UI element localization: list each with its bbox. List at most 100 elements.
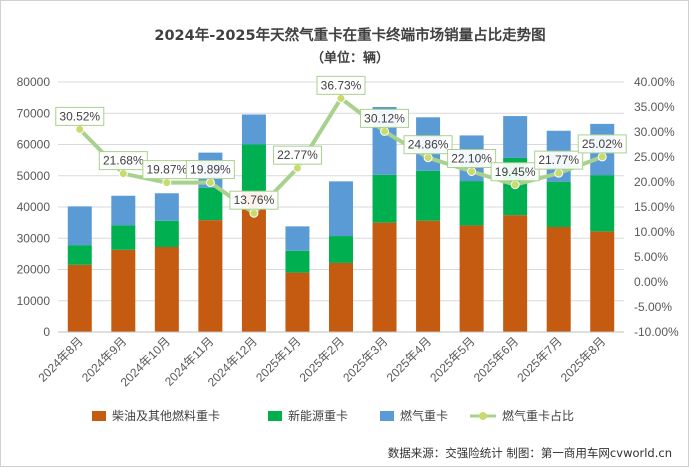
bar-segment bbox=[198, 187, 223, 221]
y-right-tick-label: 15.00% bbox=[634, 200, 675, 214]
data-label-box bbox=[55, 106, 105, 126]
y-right-tick-label: 10.00% bbox=[634, 225, 675, 239]
y-left-tick-label: 30000 bbox=[17, 231, 51, 245]
x-tick-label: 2024年8月 bbox=[35, 334, 85, 384]
y-left-tick-label: 10000 bbox=[17, 294, 51, 308]
share-point bbox=[423, 153, 433, 163]
y-left-tick-label: 0 bbox=[43, 325, 50, 339]
bar-segment bbox=[372, 222, 397, 332]
share-point bbox=[597, 152, 607, 162]
x-tick-label: 2025年6月 bbox=[471, 334, 521, 384]
bars bbox=[67, 107, 615, 332]
y-right-tick-label: 40.00% bbox=[634, 75, 675, 89]
y-right-tick-label: 0.00% bbox=[634, 275, 668, 289]
bar-segment bbox=[546, 181, 571, 227]
legend: 柴油及其他燃料重卡 新能源重卡 燃气重卡 燃气重卡占比 bbox=[92, 408, 574, 423]
share-point bbox=[292, 163, 302, 173]
legend-swatch bbox=[268, 411, 282, 421]
bar-segment bbox=[546, 227, 571, 332]
data-label-box bbox=[316, 75, 366, 95]
data-label: 19.45% bbox=[495, 165, 536, 179]
data-label: 36.73% bbox=[321, 78, 362, 92]
share-point bbox=[510, 180, 520, 190]
bar-segment bbox=[285, 250, 310, 273]
data-label: 13.76% bbox=[234, 193, 275, 207]
bar-segment bbox=[329, 181, 353, 237]
share-point bbox=[336, 93, 346, 103]
data-label-box bbox=[447, 149, 497, 168]
legend-label: 柴油及其他燃料重卡 bbox=[112, 408, 220, 423]
data-label: 25.02% bbox=[582, 137, 623, 151]
y-left-tick-label: 80000 bbox=[17, 75, 51, 89]
data-label: 30.12% bbox=[364, 111, 405, 125]
share-point bbox=[554, 168, 564, 178]
bar-segment bbox=[154, 220, 179, 247]
bar-segment bbox=[329, 262, 353, 332]
share-point bbox=[249, 208, 259, 218]
x-tick-label: 2025年1月 bbox=[253, 334, 303, 384]
data-label-box bbox=[490, 162, 540, 182]
data-label: 19.87% bbox=[146, 163, 187, 177]
bar-segment bbox=[67, 245, 92, 265]
bar-segment bbox=[198, 220, 223, 332]
data-label: 19.89% bbox=[190, 163, 231, 177]
data-label-box bbox=[229, 190, 279, 210]
x-tick-label: 2025年8月 bbox=[558, 334, 608, 384]
y-right-tick-label: 20.00% bbox=[634, 175, 675, 189]
bar-segment bbox=[111, 195, 136, 226]
y-left-tick-label: 50000 bbox=[17, 169, 51, 183]
x-tick-label: 2025年7月 bbox=[514, 334, 564, 384]
share-point bbox=[380, 126, 390, 136]
y-right-tick-label: 35.00% bbox=[634, 100, 675, 114]
bar-segment bbox=[285, 272, 310, 332]
bar-segment bbox=[111, 225, 136, 250]
data-label-box bbox=[403, 135, 453, 155]
y-left-tick-label: 70000 bbox=[17, 106, 51, 120]
legend-label: 燃气重卡 bbox=[400, 408, 448, 423]
bar-segment bbox=[590, 175, 615, 232]
legend-swatch bbox=[92, 411, 106, 421]
y-left-tick-label: 40000 bbox=[17, 200, 51, 214]
x-tick-label: 2025年3月 bbox=[340, 334, 390, 384]
bar-segment bbox=[416, 220, 441, 332]
data-label-box bbox=[534, 150, 584, 170]
data-label: 22.77% bbox=[277, 148, 318, 162]
share-point bbox=[205, 178, 215, 188]
data-label-box bbox=[360, 108, 410, 128]
bar-segment bbox=[285, 226, 310, 251]
share-point bbox=[118, 169, 128, 179]
bar-segment bbox=[154, 247, 179, 332]
bar-segment bbox=[67, 206, 92, 246]
bar-segment bbox=[329, 236, 353, 263]
legend-label: 新能源重卡 bbox=[288, 408, 348, 423]
share-point bbox=[467, 167, 477, 176]
chart-subtitle: （单位：辆） bbox=[311, 50, 389, 66]
x-tick-label: 2025年4月 bbox=[384, 334, 434, 384]
data-label-box bbox=[272, 145, 322, 165]
bar-segment bbox=[372, 174, 397, 223]
data-label: 22.10% bbox=[451, 152, 492, 166]
y-right-tick-label: -5.00% bbox=[634, 300, 672, 314]
legend-marker bbox=[479, 412, 487, 420]
y-left-tick-label: 60000 bbox=[17, 138, 51, 152]
data-label: 24.86% bbox=[408, 138, 449, 152]
bar-segment bbox=[503, 215, 528, 332]
chart-title: 2024年-2025年天然气重卡在重卡终端市场销量占比走势图 bbox=[154, 26, 545, 44]
legend-swatch bbox=[380, 411, 394, 421]
data-labels: 30.52% 21.68%19.87% 19.89% 13.76% 22.77% 36.7… bbox=[55, 75, 627, 210]
bar-segment bbox=[67, 264, 92, 332]
bar-segment bbox=[416, 170, 441, 221]
bar-segment bbox=[459, 225, 484, 332]
x-tick-label: 2025年2月 bbox=[297, 334, 347, 384]
y-right-tick-label: 25.00% bbox=[634, 150, 675, 164]
x-tick-label: 2025年5月 bbox=[427, 334, 477, 384]
data-label: 30.52% bbox=[59, 109, 100, 123]
share-point bbox=[162, 178, 172, 188]
legend-label: 燃气重卡占比 bbox=[502, 408, 574, 423]
share-point bbox=[75, 124, 85, 134]
share-line bbox=[75, 93, 607, 218]
y-right-tick-label: 30.00% bbox=[634, 125, 675, 139]
source-note: 数据来源：交强险统计 制图：第一商用车网cvworld.cn bbox=[388, 446, 672, 460]
data-label: 21.68% bbox=[103, 154, 144, 168]
